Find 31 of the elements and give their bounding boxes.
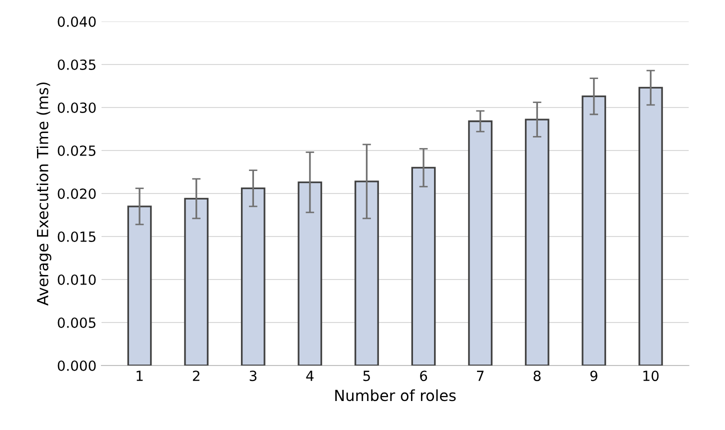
y-tick-label: 0.020 — [58, 188, 96, 199]
bar — [240, 188, 266, 366]
bar — [638, 86, 663, 366]
bar — [354, 180, 379, 366]
bar — [524, 118, 550, 366]
y-tick-label: 0.010 — [58, 274, 96, 285]
x-tick-label: 7 — [477, 370, 484, 381]
bar — [411, 166, 436, 366]
x-tick-label: 2 — [192, 370, 200, 381]
y-tick-label: 0.030 — [58, 102, 96, 113]
bar — [468, 120, 493, 366]
y-tick-label: 0.025 — [58, 145, 96, 156]
bar — [127, 206, 152, 366]
x-tick-label: 10 — [643, 370, 659, 382]
x-tick-label: 6 — [420, 370, 428, 382]
x-axis-title: Number of roles — [335, 389, 456, 402]
x-tick-label: 8 — [534, 370, 541, 382]
bar — [582, 95, 606, 366]
bar — [298, 181, 322, 366]
x-tick-label: 4 — [306, 370, 314, 381]
x-tick-label: 5 — [363, 370, 370, 382]
y-tick-label: 0.000 — [58, 360, 96, 371]
y-tick-label: 0.015 — [58, 231, 96, 242]
y-tick-label: 0.035 — [58, 59, 96, 70]
y-tick-label: 0.040 — [58, 16, 96, 27]
y-axis-title: Average Execution Time (ms) — [36, 82, 52, 306]
y-tick-label: 0.005 — [58, 317, 96, 328]
x-tick-label: 3 — [250, 370, 256, 382]
bar — [184, 198, 209, 366]
x-tick-label: 9 — [590, 370, 598, 382]
x-tick-label: 1 — [136, 370, 143, 381]
